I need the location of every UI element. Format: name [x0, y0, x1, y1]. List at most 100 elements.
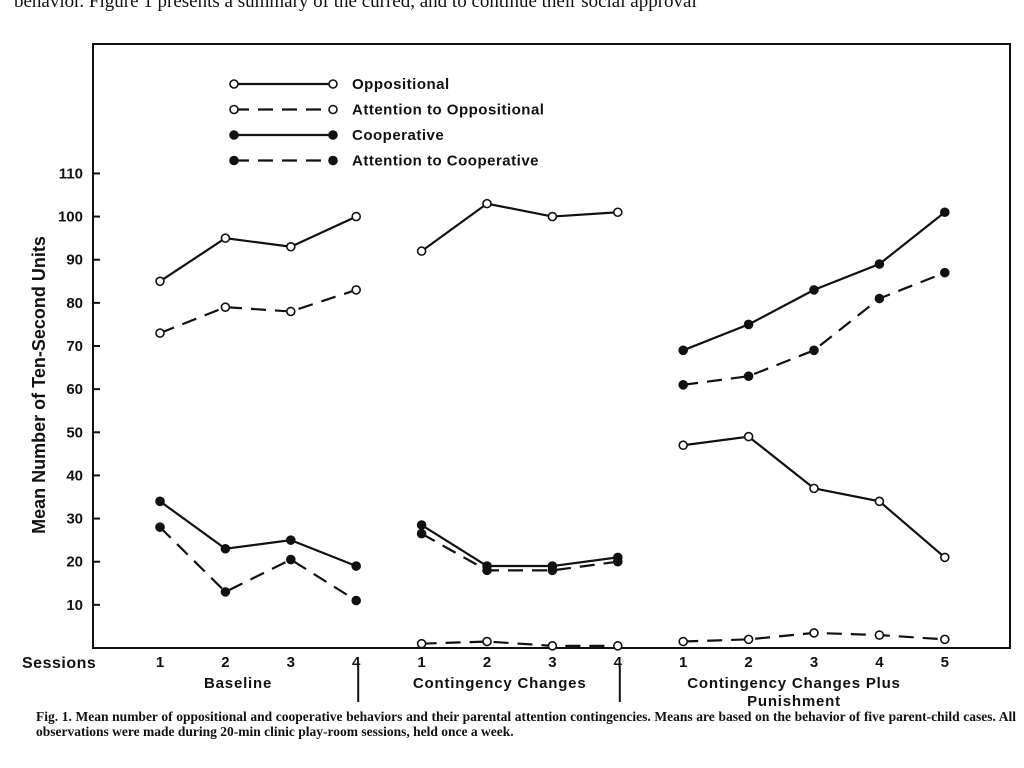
- x-tick-label: 4: [614, 654, 623, 671]
- series-line: [682, 211, 946, 352]
- data-point: [220, 543, 231, 554]
- data-point: [874, 630, 885, 640]
- x-tick-label: 1: [679, 654, 687, 671]
- data-point: [678, 380, 689, 390]
- chart: Mean Number of Ten-Second Units Sessions…: [22, 43, 1011, 702]
- data-point: [743, 431, 754, 442]
- x-tick-label: 2: [483, 654, 491, 671]
- data-point: [328, 104, 338, 115]
- x-tick-label: 1: [156, 654, 164, 671]
- legend-label: Attention to Oppositional: [352, 102, 544, 119]
- series-line: [421, 532, 618, 572]
- data-point: [229, 130, 239, 140]
- legend-label: Oppositional: [352, 76, 450, 93]
- data-point: [612, 641, 623, 651]
- data-point: [482, 565, 492, 576]
- y-tick-label: 40: [66, 467, 83, 484]
- series-line: [159, 526, 357, 602]
- data-point: [220, 302, 231, 312]
- y-tick-label: 60: [66, 381, 83, 398]
- data-point: [874, 293, 885, 304]
- y-tick-label: 20: [66, 554, 83, 571]
- x-tick-label: 3: [810, 654, 818, 671]
- x-tick-label: 5: [941, 654, 949, 671]
- data-point: [939, 207, 950, 218]
- data-point: [220, 233, 231, 243]
- phase-label: Baseline: [204, 675, 273, 692]
- y-tick-label: 110: [59, 165, 83, 182]
- data-point: [612, 556, 623, 567]
- data-point: [743, 371, 754, 382]
- y-tick-label: 100: [58, 209, 83, 226]
- x-tick-label: 4: [875, 654, 884, 671]
- data-point: [229, 104, 239, 115]
- series-line: [159, 500, 357, 568]
- data-point: [939, 552, 950, 563]
- data-point: [874, 496, 885, 507]
- data-point: [285, 306, 296, 317]
- x-tick-label: 2: [744, 654, 752, 671]
- y-axis-label: Mean Number of Ten-Second Units: [29, 236, 49, 534]
- data-point: [809, 483, 819, 494]
- series-line: [421, 524, 618, 568]
- data-point: [678, 636, 689, 647]
- data-point: [351, 561, 362, 571]
- data-point: [328, 79, 338, 89]
- data-point: [547, 641, 558, 651]
- data-point: [416, 528, 427, 539]
- y-tick-label: 90: [66, 252, 83, 269]
- data-point: [547, 565, 558, 576]
- data-point: [416, 638, 427, 649]
- y-tick-label: 70: [66, 338, 83, 355]
- data-point: [351, 285, 362, 295]
- body-text: behavior. Figure 1 presents a summary of…: [14, 0, 697, 12]
- series-line: [420, 202, 618, 252]
- phase-label: Contingency Changes Plus Punishment: [687, 675, 901, 710]
- phase-label: Contingency Changes: [412, 675, 587, 692]
- data-point: [285, 535, 296, 545]
- x-tick-label: 1: [417, 654, 425, 671]
- figure-caption: Fig. 1. Mean number of oppositional and …: [36, 709, 1016, 739]
- data-point: [328, 155, 338, 166]
- data-point: [612, 207, 623, 218]
- y-tick-label: 80: [66, 295, 83, 312]
- data-point: [155, 328, 165, 338]
- data-point: [328, 130, 338, 140]
- series-line: [683, 435, 946, 559]
- y-tick-label: 50: [66, 424, 83, 441]
- data-point: [809, 345, 819, 356]
- series-line: [421, 640, 618, 647]
- data-point: [547, 211, 558, 222]
- data-point: [482, 636, 492, 647]
- data-point: [874, 259, 885, 269]
- data-point: [743, 319, 754, 330]
- data-point: [155, 276, 165, 287]
- legend-label: Cooperative: [352, 127, 444, 144]
- data-point: [155, 496, 165, 507]
- legend-label: Attention to Cooperative: [352, 153, 539, 170]
- data-point: [809, 628, 819, 638]
- y-tick-label: 10: [66, 597, 83, 614]
- data-point: [351, 595, 362, 606]
- data-point: [809, 285, 819, 295]
- data-point: [939, 267, 950, 278]
- y-tick-label: 30: [66, 511, 83, 528]
- data-point: [220, 587, 231, 597]
- data-point: [482, 198, 492, 209]
- data-point: [678, 345, 689, 356]
- data-point: [229, 79, 239, 89]
- data-point: [285, 554, 296, 565]
- data-point: [743, 634, 754, 645]
- data-point: [939, 634, 950, 645]
- data-point: [416, 520, 427, 530]
- x-tick-label: 2: [221, 654, 229, 671]
- series-line: [159, 288, 357, 335]
- x-tick-label: 3: [548, 654, 556, 671]
- data-point: [351, 211, 362, 222]
- x-tick-label: 3: [287, 654, 295, 671]
- data-point: [285, 241, 296, 252]
- x-axis-label: Sessions: [22, 655, 96, 672]
- data-point: [416, 246, 427, 256]
- data-point: [155, 522, 165, 533]
